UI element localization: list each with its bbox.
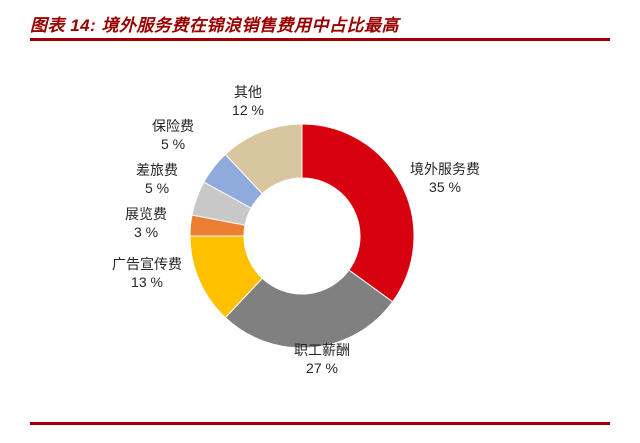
label-insurance-fee: 保险费 5 % <box>113 117 233 153</box>
label-overseas-service-fee: 境外服务费 35 % <box>385 160 505 196</box>
label-employee-compensation: 职工薪酬 27 % <box>262 341 382 377</box>
label-other-fee: 其他 12 % <box>188 83 308 119</box>
donut-chart <box>187 121 417 351</box>
slice-pct-text: 12 % <box>232 102 264 118</box>
donut-slice-1 <box>224 269 394 349</box>
slice-label-text: 差旅费 <box>136 162 178 178</box>
donut-slice-0 <box>301 123 415 303</box>
slice-label-text: 展览费 <box>125 206 167 222</box>
slice-pct-text: 5 % <box>160 136 186 152</box>
bottom-border-rule <box>30 422 610 425</box>
slice-pct-text: 35 % <box>429 179 461 195</box>
title-divider-rule <box>30 38 610 41</box>
slice-pct-text: 27 % <box>306 360 338 376</box>
slice-label-text: 境外服务费 <box>410 161 480 177</box>
donut-slice-6 <box>224 123 303 195</box>
slice-label-text: 职工薪酬 <box>294 342 350 358</box>
label-exhibition-fee: 展览费 3 % <box>86 205 206 241</box>
slice-pct-text: 5 % <box>144 180 170 196</box>
slice-label-text: 其他 <box>234 84 262 100</box>
slice-pct-text: 3 % <box>133 224 159 240</box>
label-travel-fee: 差旅费 5 % <box>97 161 217 197</box>
chart-title: 图表 14: 境外服务费在锦浪销售费用中占比最高 <box>30 16 400 35</box>
slice-label-text: 保险费 <box>152 118 194 134</box>
label-advertising-fee: 广告宣传费 13 % <box>87 255 207 291</box>
slice-label-text: 广告宣传费 <box>112 256 182 272</box>
donut-svg <box>189 123 415 349</box>
slice-pct-text: 13 % <box>131 274 163 290</box>
